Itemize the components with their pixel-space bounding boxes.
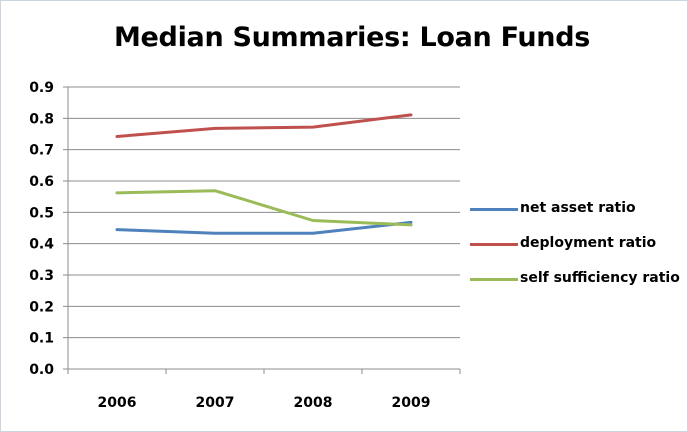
y-tick-label: 0.6 (29, 174, 54, 190)
x-tick-label: 2006 (98, 395, 137, 411)
y-tick-label: 0.4 (29, 237, 54, 253)
chart-title: Median Summaries: Loan Funds (113, 22, 591, 53)
legend-item: deployment ratio (470, 235, 685, 255)
legend-item: net asset ratio (470, 200, 685, 220)
y-tick-label: 0.7 (29, 143, 54, 159)
legend-label: net asset ratio (520, 200, 636, 216)
y-tick-label: 0.5 (29, 205, 54, 221)
y-tick-label: 0.3 (29, 268, 54, 284)
series-line (115, 189, 413, 227)
legend-label: self sufficiency ratio (520, 270, 680, 286)
x-tick-label: 2008 (294, 395, 333, 411)
series-line (115, 220, 413, 235)
legend-item: self sufficiency ratio (470, 270, 685, 290)
y-tick-label: 0.1 (29, 331, 54, 347)
legend-swatch (470, 278, 518, 281)
y-tick-label: 0.8 (29, 111, 54, 127)
legend-label: deployment ratio (520, 235, 657, 251)
x-tick-label: 2009 (392, 395, 431, 411)
y-tick-label: 0.0 (29, 362, 54, 378)
x-tick-label: 2007 (196, 395, 235, 411)
legend-swatch (470, 208, 518, 211)
legend-swatch (470, 243, 518, 246)
y-tick-label: 0.2 (29, 299, 54, 315)
y-tick-label: 0.9 (29, 80, 54, 96)
series-line (115, 113, 413, 138)
